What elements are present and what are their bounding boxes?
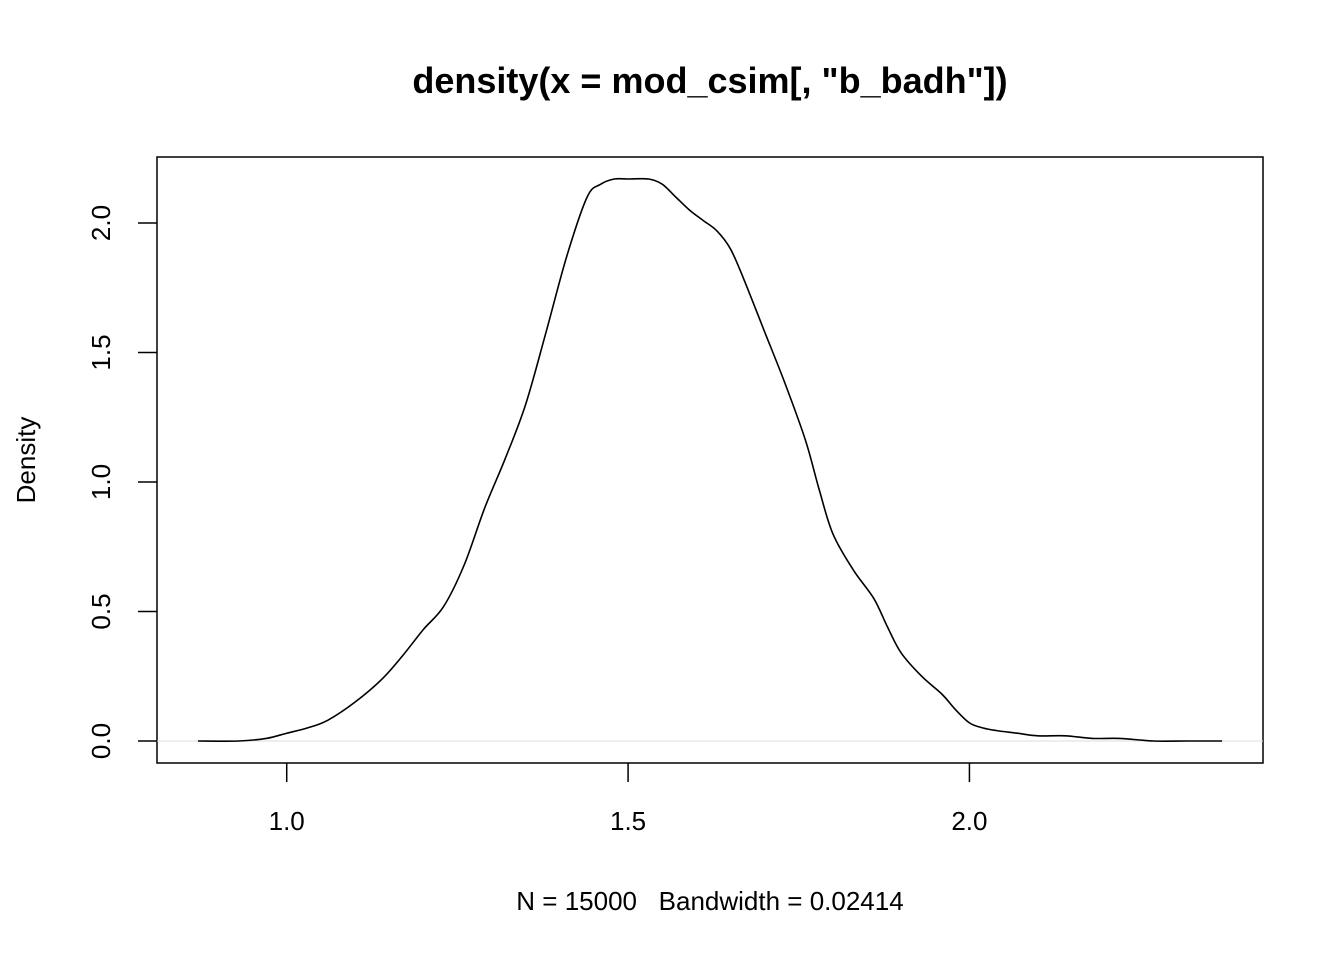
- plot-frame: [156, 156, 1264, 764]
- x-tick-label: 1.5: [610, 806, 646, 836]
- chart-title: density(x = mod_csim[, "b_badh"]): [412, 60, 1007, 101]
- y-tick-label: 1.5: [86, 334, 116, 370]
- y-tick-label: 1.0: [86, 464, 116, 500]
- x-axis-label: N = 15000 Bandwidth = 0.02414: [516, 886, 903, 916]
- x-tick-label: 2.0: [951, 806, 987, 836]
- x-tick-label: 1.0: [269, 806, 305, 836]
- x-axis: 1.0 1.5 2.0: [269, 763, 988, 836]
- y-tick-label: 0.5: [86, 593, 116, 629]
- y-axis: 0.0 0.5 1.0 1.5 2.0: [86, 205, 157, 759]
- y-tick-label: 2.0: [86, 205, 116, 241]
- density-curve: [197, 177, 1223, 742]
- y-axis-label: Density: [11, 417, 41, 504]
- y-tick-label: 0.0: [86, 723, 116, 759]
